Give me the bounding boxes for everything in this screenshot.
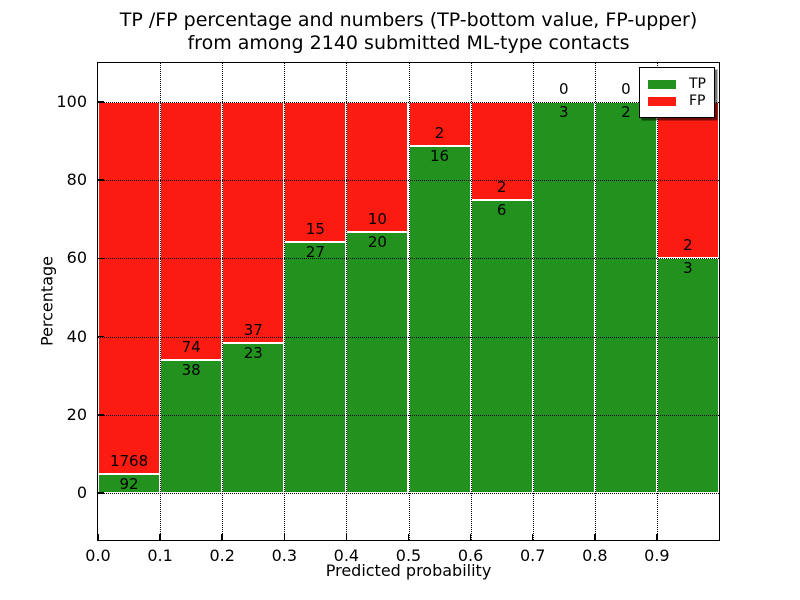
bar-tp-count: 27: [305, 242, 325, 261]
bar-tp-count: 2: [621, 103, 631, 122]
x-tick-label: 0.9: [644, 546, 670, 565]
v-gridline: [532, 63, 534, 540]
bar-fp-count: 37: [243, 321, 263, 340]
legend-row-tp: TP: [648, 77, 706, 91]
v-gridline: [408, 63, 410, 540]
y-tick-label: 60: [66, 248, 87, 268]
x-tick-label: 0.0: [85, 546, 111, 565]
bar-fp-count: 15: [305, 219, 325, 238]
y-tick: [98, 414, 104, 416]
bar-tp-count: 38: [181, 361, 201, 380]
bar-fp-count: 0: [558, 80, 569, 99]
bar-tp-count: 16: [430, 146, 450, 165]
x-tick: [159, 534, 161, 540]
y-tick: [98, 335, 104, 338]
x-tick-label: 0.2: [209, 546, 235, 565]
bar-tp-segment: [98, 473, 161, 494]
bar-tp-count: 23: [243, 344, 263, 363]
bar-tp-segment: [408, 145, 471, 494]
x-tick: [469, 534, 472, 540]
legend-label-tp: TP: [689, 76, 706, 92]
v-gridline: [470, 63, 472, 540]
x-tick: [283, 534, 286, 540]
v-gridline: [594, 63, 596, 540]
v-gridline: [284, 63, 286, 540]
bar-tp-segment: [346, 232, 409, 494]
y-tick-label: 100: [56, 92, 87, 112]
bar-fp-segment: [98, 102, 161, 474]
y-tick: [98, 257, 104, 260]
y-axis-label: Percentage: [37, 255, 57, 347]
bar-tp-segment: [284, 241, 347, 494]
bar-fp-count: 1768: [109, 451, 149, 470]
y-tick-label: 0: [76, 483, 87, 503]
v-gridline: [160, 63, 162, 540]
bar-tp-count: 92: [119, 474, 139, 493]
bar-fp-segment: [346, 102, 409, 233]
x-axis-label: Predicted probability: [325, 561, 492, 580]
x-tick-label: 0.5: [395, 546, 422, 565]
x-tick-label: 0.1: [147, 546, 173, 565]
bar-tp-segment: [594, 102, 657, 494]
chart-title-line2: from among 2140 submitted ML-type contac…: [187, 32, 630, 54]
y-tick: [98, 179, 104, 182]
bar-tp-count: 6: [496, 200, 507, 219]
x-tick: [97, 534, 99, 540]
bar-fp-count: 2: [496, 177, 507, 196]
bar-fp-segment: [284, 102, 347, 242]
legend-row-fp: FP: [648, 94, 706, 108]
bar-fp-count: 2: [683, 236, 693, 255]
v-gridline: [222, 63, 224, 540]
plot-area: TP FP 1768 92 74 38 37 23 15 27 10 20 2 16 2 6 0 3 0 2 2 3 0 2…: [56, 62, 720, 564]
bar-tp-segment: [160, 360, 223, 494]
x-tick-label: 0.4: [333, 546, 360, 565]
legend-swatch-tp: [648, 79, 676, 89]
y-tick-label: 40: [66, 326, 87, 346]
x-tick: [656, 534, 658, 540]
bar-tp-count: 3: [683, 259, 693, 278]
x-tick-label: 0.3: [271, 546, 298, 565]
chart-title-line1: TP /FP percentage and numbers (TP-bottom…: [119, 9, 698, 31]
bar-fp-segment: [222, 102, 285, 344]
bar-tp-segment: [656, 258, 719, 494]
y-tick: [98, 101, 104, 103]
x-tick-label: 0.8: [582, 546, 608, 565]
bar-tp-count: 3: [558, 103, 569, 122]
x-tick: [407, 534, 410, 540]
x-tick: [345, 534, 348, 540]
x-tick: [221, 534, 223, 540]
x-tick: [594, 534, 596, 540]
bar-tp-count: 20: [367, 233, 387, 252]
bar-fp-count: 0: [621, 80, 631, 99]
bar-fp-count: 2: [434, 123, 445, 142]
chart-title: TP /FP percentage and numbers (TP-bottom…: [97, 9, 720, 55]
bar-tp-segment: [470, 199, 533, 494]
bar-fp-count: 10: [367, 210, 387, 229]
x-tick-label: 0.7: [519, 546, 546, 565]
bar-fp-segment: [160, 102, 223, 361]
y-tick: [98, 492, 104, 494]
bar-tp-segment: [222, 343, 285, 494]
legend-label-fp: FP: [689, 93, 706, 109]
y-tick-label: 20: [66, 404, 87, 424]
bar-fp-count: 74: [181, 338, 201, 357]
y-tick-label: 80: [66, 170, 87, 190]
bar-tp-segment: [532, 102, 595, 494]
x-tick-label: 0.6: [457, 546, 484, 565]
v-gridline: [656, 63, 658, 540]
v-gridline: [346, 63, 348, 540]
legend: TP FP: [639, 67, 715, 118]
x-tick: [531, 534, 534, 540]
legend-swatch-fp: [648, 96, 676, 106]
